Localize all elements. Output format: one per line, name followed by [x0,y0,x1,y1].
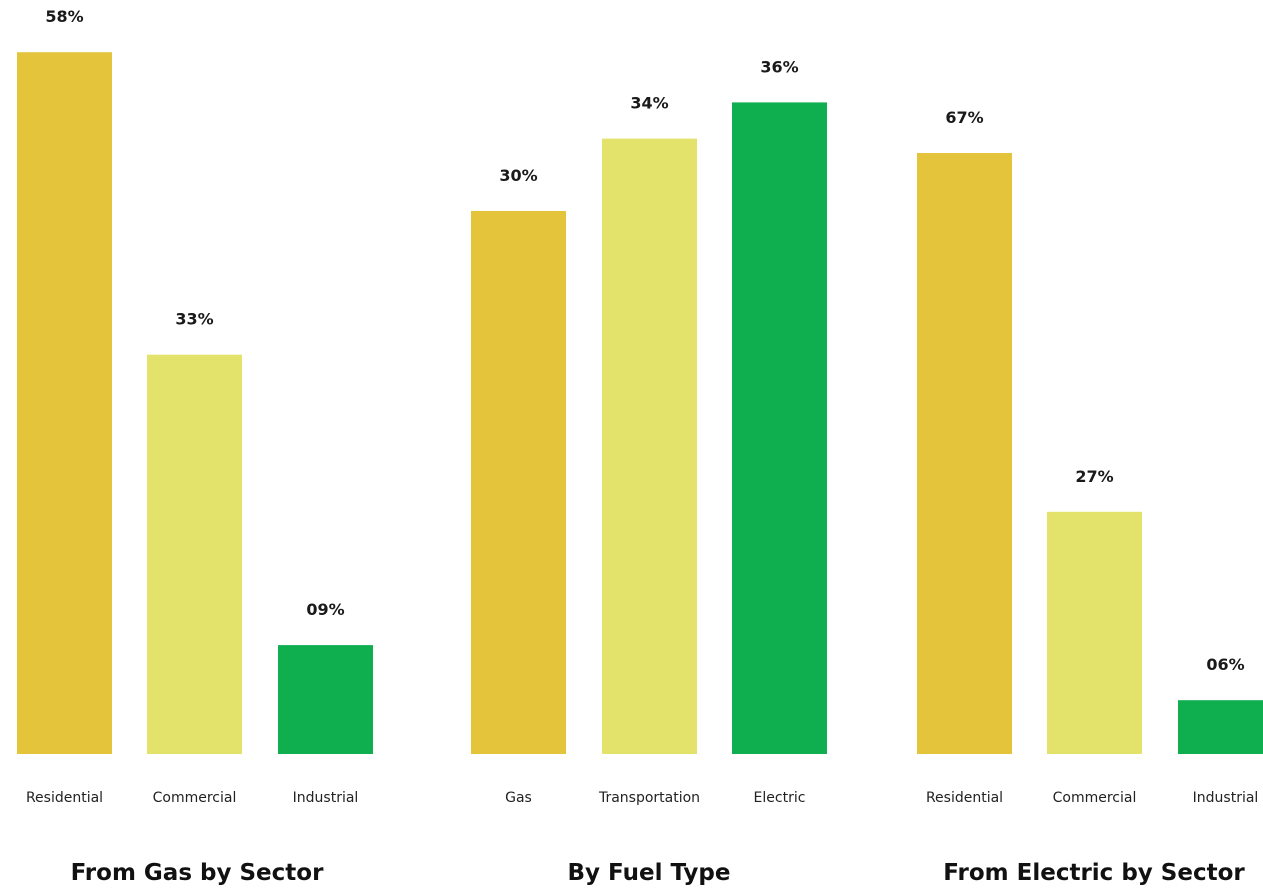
bar-2-2 [1178,700,1263,754]
bar-0-1 [147,354,242,754]
category-label-0-1: Commercial [153,790,237,806]
bar-0-0 [17,52,112,754]
chart-title-1: By Fuel Type [568,860,731,886]
bar-1-2 [732,102,827,754]
value-label-0-2: 09% [306,600,344,619]
category-label-1-0: Gas [505,790,532,806]
value-label-1-2: 36% [760,57,798,76]
category-label-1-1: Transportation [598,790,700,806]
category-label-0-2: Industrial [293,790,359,806]
category-label-2-1: Commercial [1053,790,1137,806]
chart-title-2: From Electric by Sector [943,860,1245,886]
chart-title-0: From Gas by Sector [71,860,325,886]
bar-1-1 [602,138,697,755]
bar-2-0 [917,153,1012,754]
bar-2-1 [1047,511,1142,754]
value-label-2-2: 06% [1206,655,1244,674]
value-label-2-1: 27% [1075,467,1113,486]
value-label-0-1: 33% [175,310,213,329]
value-label-2-0: 67% [945,108,983,127]
category-label-0-0: Residential [26,790,103,806]
category-label-1-2: Electric [754,790,806,806]
category-label-2-0: Residential [926,790,1003,806]
category-label-2-2: Industrial [1193,790,1259,806]
value-label-1-1: 34% [630,94,668,113]
bar-0-2 [278,645,373,754]
bar-1-0 [471,211,566,754]
value-label-1-0: 30% [499,166,537,185]
value-label-0-0: 58% [45,7,83,26]
